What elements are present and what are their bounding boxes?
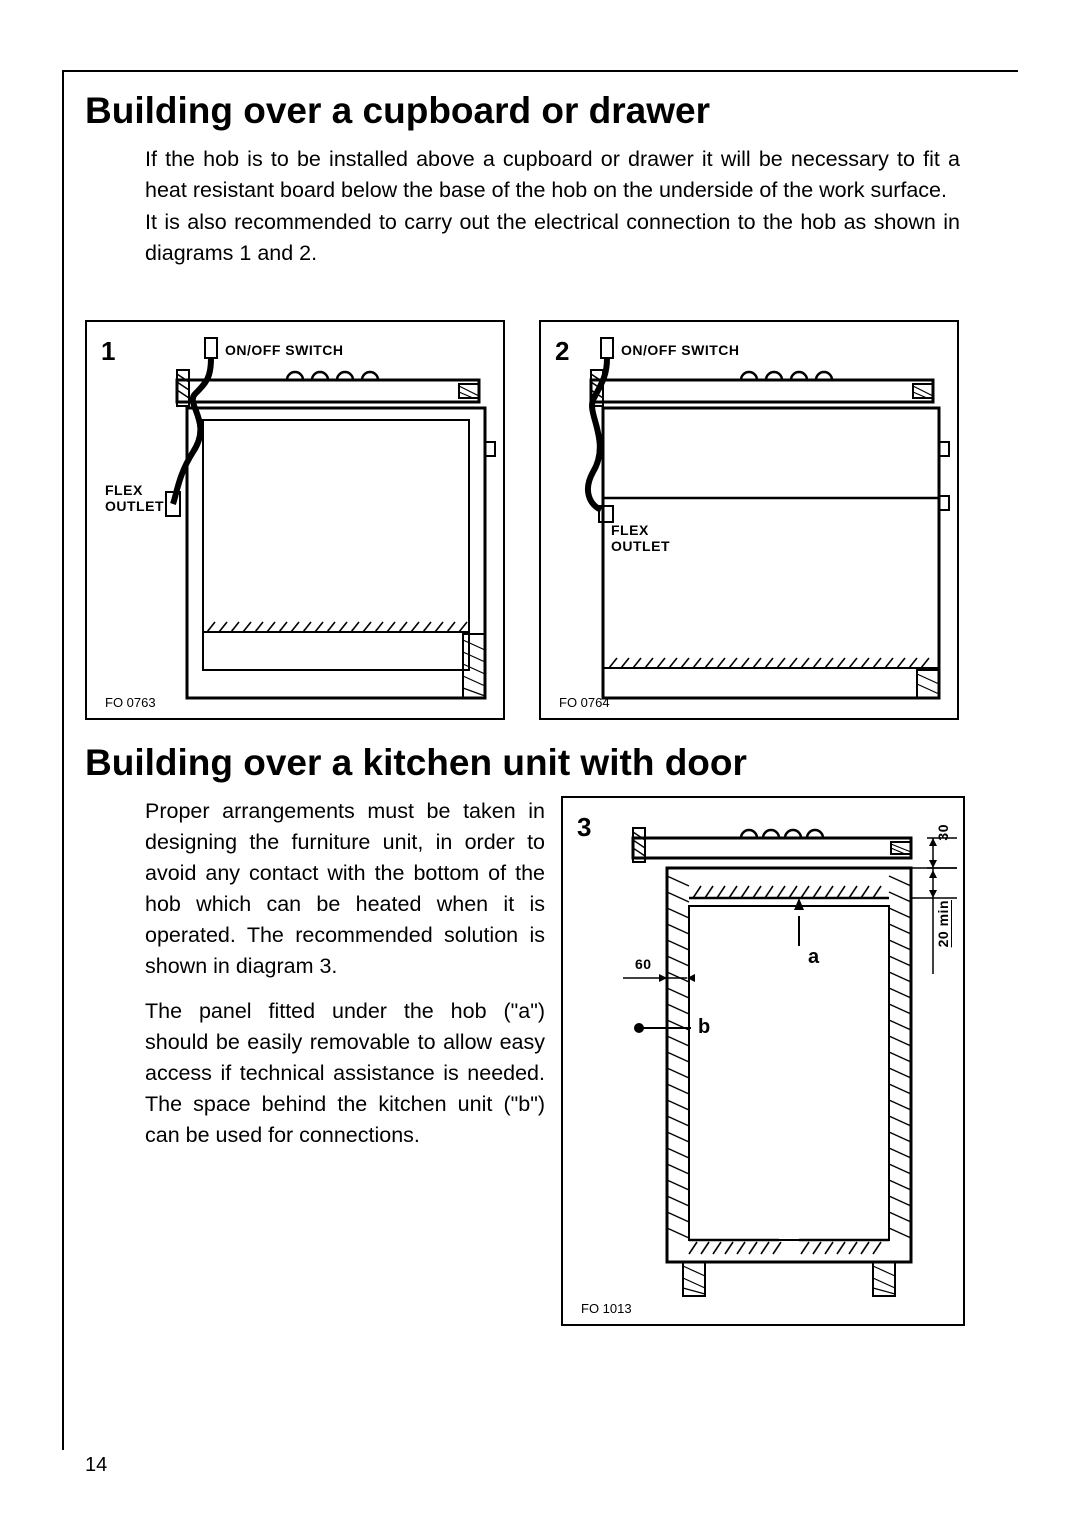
section1-title: Building over a cupboard or drawer [85, 90, 710, 132]
page-number: 14 [85, 1454, 107, 1477]
diagram-2-svg [541, 322, 961, 722]
section1-para2: It is also recommended to carry out the … [145, 207, 960, 269]
section2-para2: The panel fitted under the hob ("a") sho… [145, 996, 545, 1151]
diagram-3: 3 FO 1013 60 a b 30 20 min [561, 796, 965, 1326]
diagram-1-svg [87, 322, 507, 722]
diagram-1: 1 ON/OFF SWITCH FLEX OUTLET FO 0763 [85, 320, 505, 720]
section2-title: Building over a kitchen unit with door [85, 742, 747, 784]
diagram-3-svg [563, 798, 967, 1328]
section2-para1: Proper arrangements must be taken in des… [145, 796, 545, 982]
diagram-2: 2 ON/OFF SWITCH FLEX OUTLET FO 0764 [539, 320, 959, 720]
section1-para1: If the hob is to be installed above a cu… [145, 144, 960, 206]
